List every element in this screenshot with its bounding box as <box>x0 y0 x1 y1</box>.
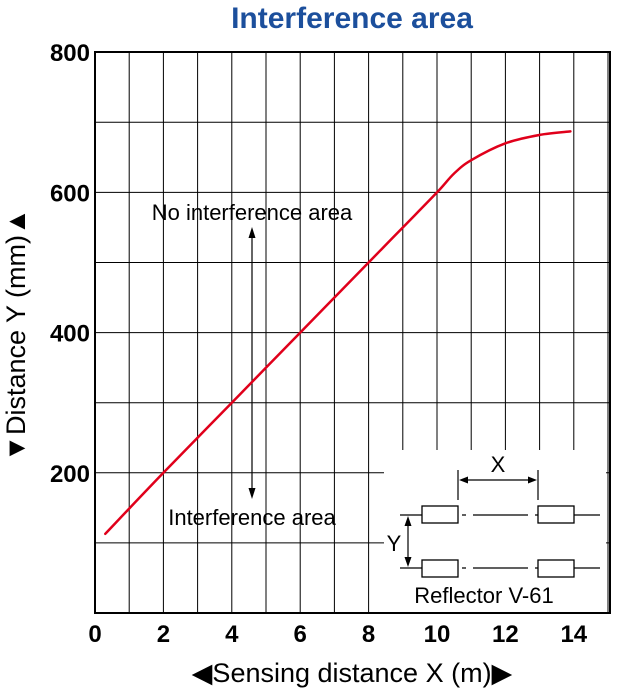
interference-label: Interference area <box>168 505 336 530</box>
sensor-top-right <box>537 505 575 524</box>
inset-y-label: Y <box>387 531 402 556</box>
x-tick-label: 14 <box>560 621 587 648</box>
x-tick-label: 12 <box>492 621 519 648</box>
chart-title: Interference area <box>231 2 473 35</box>
no-interference-label: No interference area <box>152 200 353 225</box>
region-double-arrow <box>248 227 256 499</box>
y-tick-label: 200 <box>50 461 90 488</box>
y-tick-label: 600 <box>50 180 90 207</box>
x-tick-label: 2 <box>157 621 170 648</box>
x-tick-label: 10 <box>424 621 451 648</box>
y-tick-label: 400 <box>50 321 90 348</box>
y-tick-labels: 200 400 600 800 <box>50 40 90 488</box>
inset-diagram: X Y Reflector V-61 <box>384 450 606 612</box>
inset-x-label: X <box>491 452 506 477</box>
plot-frame <box>94 51 611 614</box>
sensor-bottom-right <box>537 559 575 578</box>
x-tick-labels: 0 2 4 6 8 10 12 14 <box>88 621 587 648</box>
series-line <box>104 130 572 536</box>
x-tick-label: 4 <box>225 621 239 648</box>
sensor-top-left <box>421 505 459 524</box>
x-tick-label: 0 <box>88 621 101 648</box>
inset-caption: Reflector V-61 <box>414 583 553 608</box>
x-tick-label: 6 <box>294 621 307 648</box>
x-axis-label: ◀Sensing distance X (m)▶ <box>192 658 513 688</box>
sensor-bottom-left <box>421 559 459 578</box>
y-axis-label: ▼Distance Y (mm)▲ <box>1 208 31 462</box>
inset-background <box>384 450 606 612</box>
x-tick-label: 8 <box>362 621 375 648</box>
y-tick-label: 800 <box>50 40 90 67</box>
